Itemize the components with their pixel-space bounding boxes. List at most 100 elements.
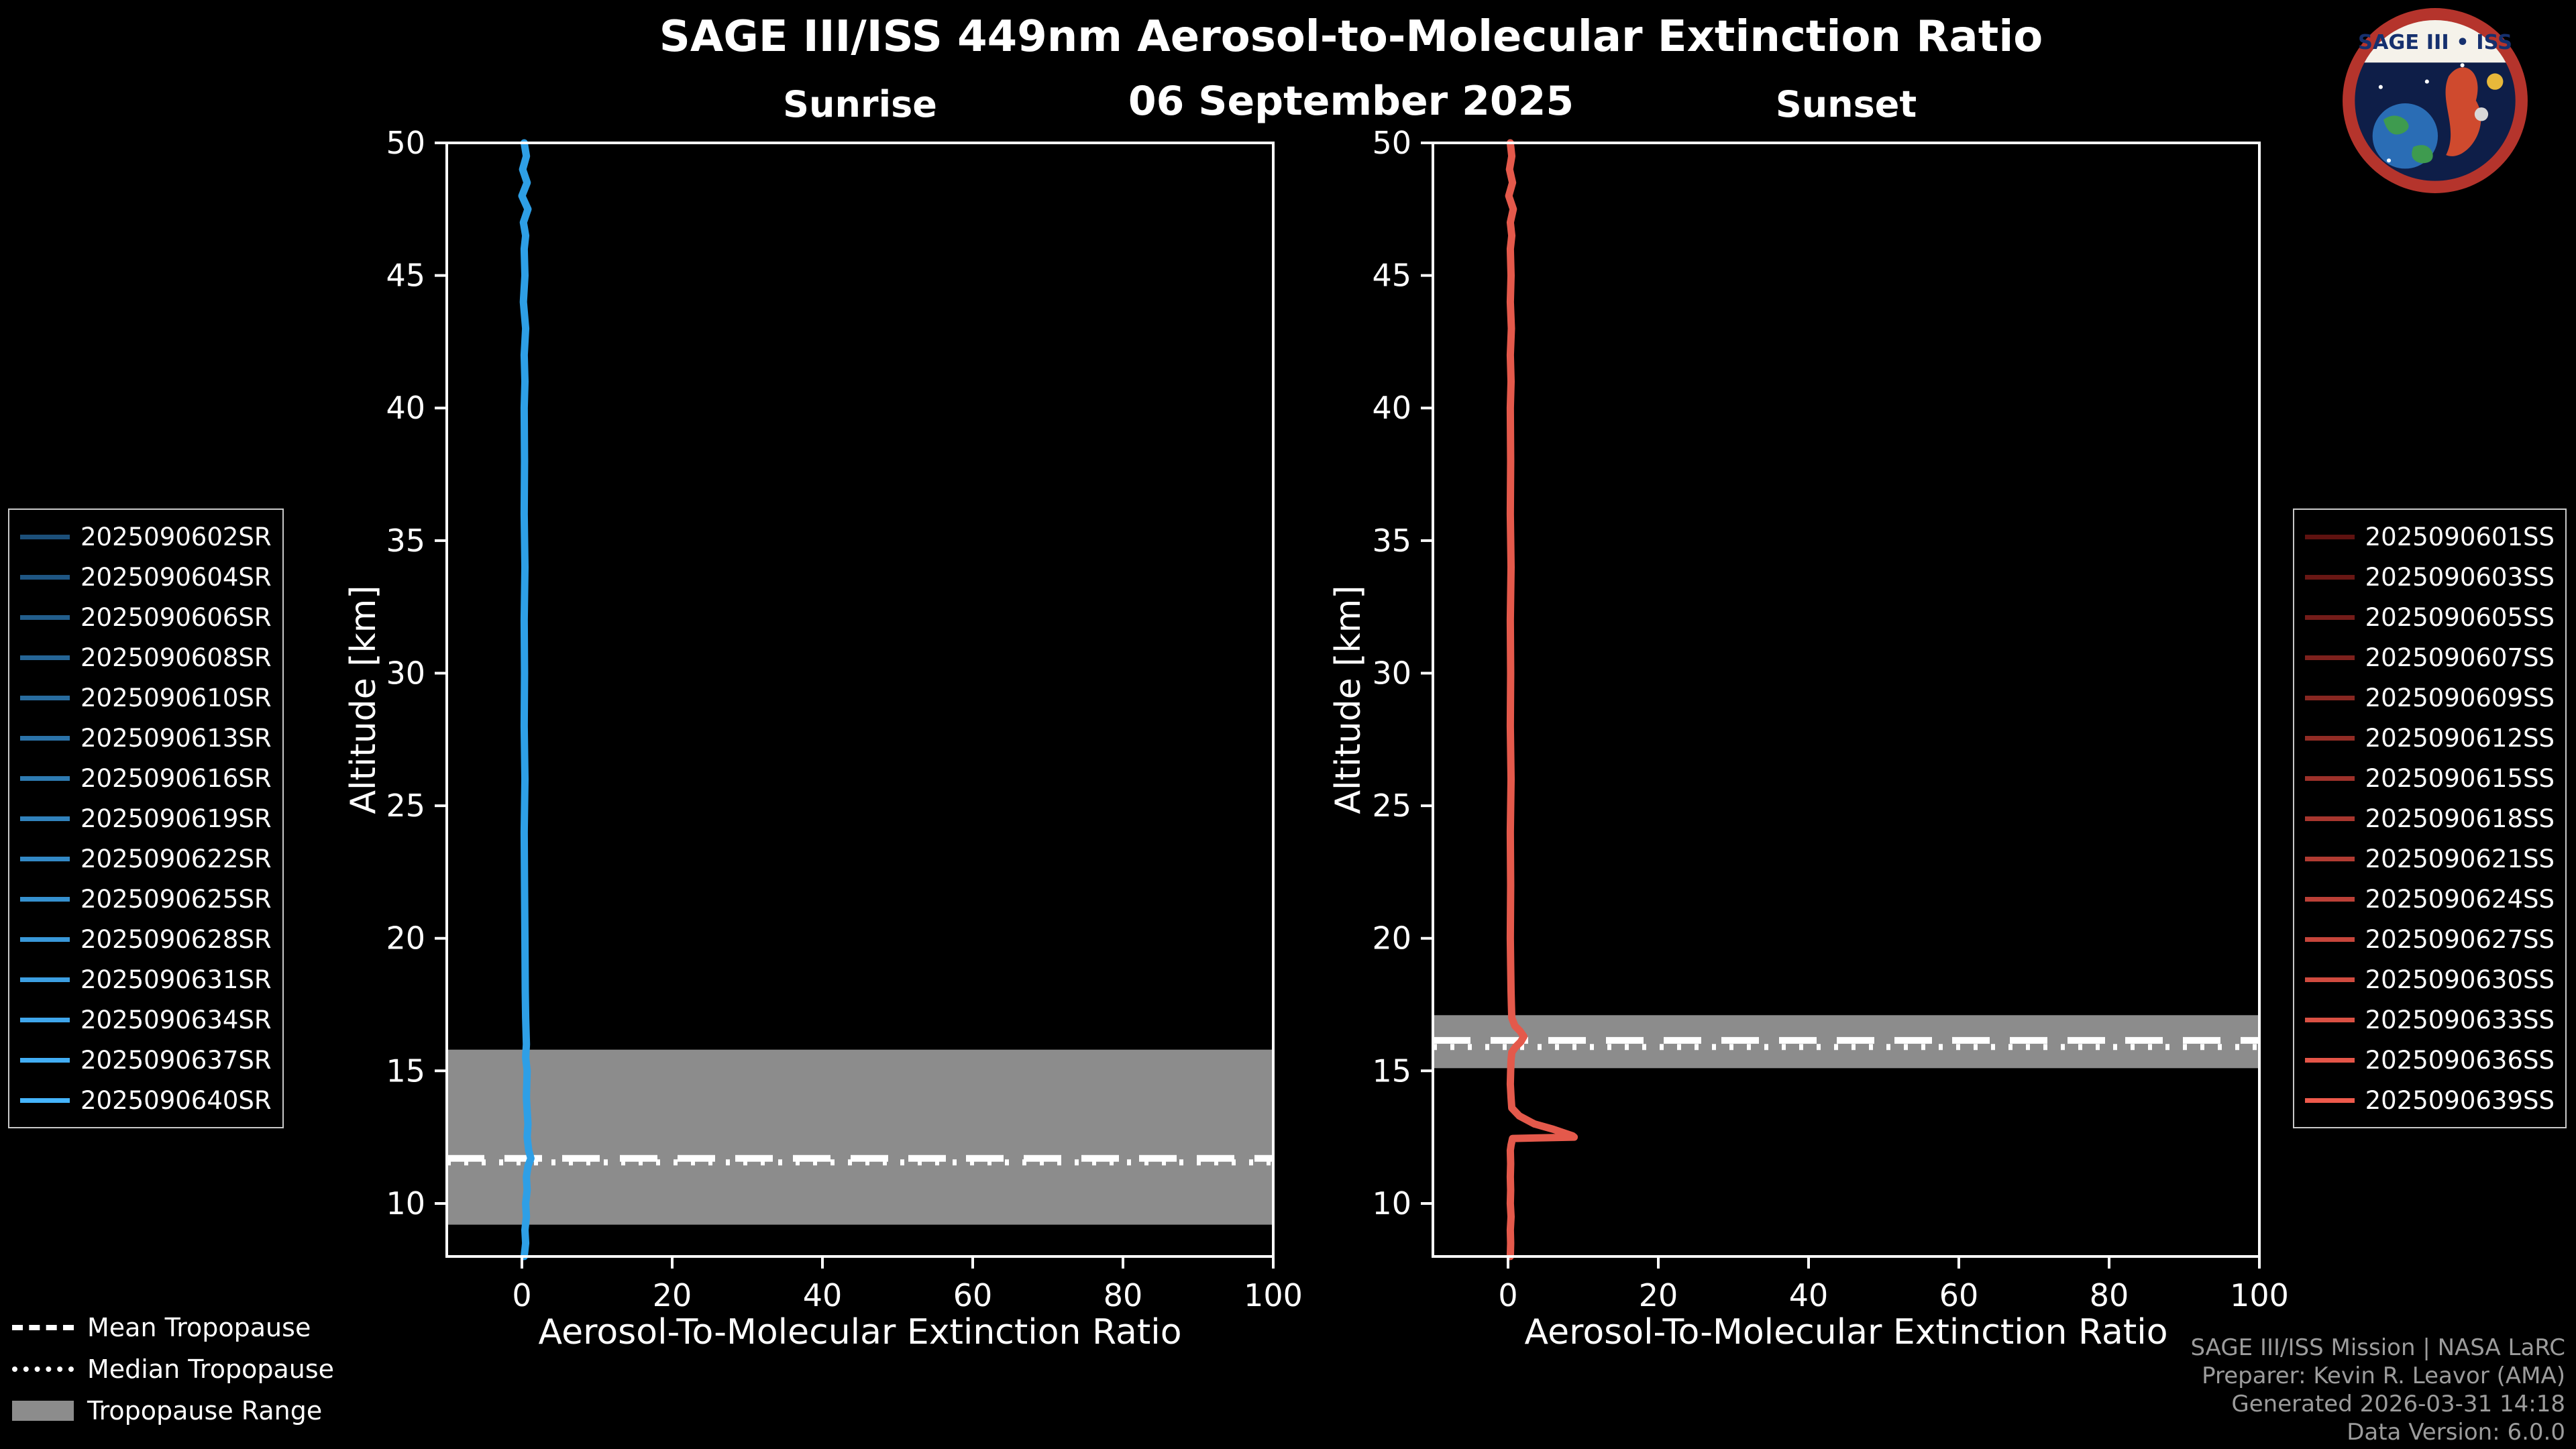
legend-item-median-tropopause: Median Tropopause xyxy=(12,1348,334,1390)
x-tick-label: 80 xyxy=(2090,1277,2129,1313)
dashed-line-swatch xyxy=(12,1325,74,1330)
sunrise-legend: 2025090602SR 2025090604SR 2025090606SR 2025… xyxy=(8,508,284,1128)
x-tick-label: 40 xyxy=(803,1277,843,1313)
profile-line xyxy=(1505,139,1578,1260)
x-tick-label: 20 xyxy=(653,1277,692,1313)
ylabel-sunset: Altitude [km] xyxy=(1328,585,1368,814)
legend-label: 2025090640SR xyxy=(80,1085,272,1115)
footer-line-generated: Generated 2026-03-31 14:18 xyxy=(2231,1391,2565,1417)
logo-top-band xyxy=(2364,20,2506,63)
legend-label: 2025090634SR xyxy=(80,1005,272,1034)
legend-line-swatch xyxy=(20,936,70,942)
legend-label: 2025090608SR xyxy=(80,643,272,672)
legend-item: 2025090625SR xyxy=(20,879,272,919)
legend-line-swatch xyxy=(20,816,70,821)
gray-patch-swatch xyxy=(12,1401,74,1421)
legend-line-swatch xyxy=(2304,1097,2355,1103)
legend-label: 2025090615SS xyxy=(2365,763,2555,793)
legend-label: 2025090616SR xyxy=(80,763,272,793)
sage-iii-iss-logo: SAGE III • ISS xyxy=(2340,5,2530,196)
legend-line-swatch xyxy=(2304,574,2355,580)
y-tick-label: 40 xyxy=(1372,390,1411,426)
y-tick-label: 45 xyxy=(1372,258,1411,294)
sunset-plot: 0 20 40 60 80 100 10 15 20 25 30 35 40 45 50 xyxy=(1372,125,2288,1313)
legend-item: 2025090637SR xyxy=(20,1040,272,1080)
legend-line-swatch xyxy=(2304,856,2355,861)
legend-item: 2025090606SR xyxy=(20,597,272,637)
legend-item: 2025090619SR xyxy=(20,798,272,839)
subtitle-sunrise: Sunrise xyxy=(783,83,937,125)
legend-line-swatch xyxy=(20,1057,70,1063)
footer-line-version: Data Version: 6.0.0 xyxy=(2347,1419,2565,1446)
legend-item: 2025090604SR xyxy=(20,557,272,597)
legend-label: 2025090630SS xyxy=(2365,965,2555,994)
logo-star-4 xyxy=(2386,158,2392,163)
xlabel-sunset: Aerosol-To-Molecular Extinction Ratio xyxy=(1524,1312,2168,1352)
logo-title: SAGE III • ISS xyxy=(2358,31,2512,54)
legend-line-swatch xyxy=(20,574,70,580)
legend-item: 2025090631SR xyxy=(20,959,272,1000)
x-tick-label: 80 xyxy=(1104,1277,1143,1313)
footer-credits: SAGE III/ISS Mission | NASA LaRC Prepare… xyxy=(2190,1334,2565,1446)
legend-label: 2025090637SR xyxy=(80,1045,272,1075)
legend-line-swatch xyxy=(2304,695,2355,700)
logo-earth-land-1 xyxy=(2383,115,2409,135)
y-tick-label: 50 xyxy=(1372,125,1411,161)
legend-label: 2025090631SR xyxy=(80,965,272,994)
legend-line-swatch xyxy=(2304,775,2355,781)
legend-item: 2025090607SS xyxy=(2304,637,2555,678)
logo-star-3 xyxy=(2460,63,2465,68)
x-tick-label: 0 xyxy=(1498,1277,1517,1313)
legend-line-swatch xyxy=(20,614,70,620)
logo-sun xyxy=(2487,73,2504,90)
legend-label: 2025090612SS xyxy=(2365,723,2555,753)
legend-line-swatch xyxy=(2304,1017,2355,1022)
legend-line-swatch xyxy=(20,896,70,902)
legend-label: 2025090636SS xyxy=(2365,1045,2555,1075)
legend-item: 2025090636SS xyxy=(2304,1040,2555,1080)
logo-star-2 xyxy=(2424,79,2429,84)
logo-sage-figure xyxy=(2445,67,2481,156)
legend-item: 2025090605SS xyxy=(2304,597,2555,637)
legend-line-swatch xyxy=(2304,534,2355,539)
y-tick-label: 35 xyxy=(1372,523,1411,559)
legend-item: 2025090630SS xyxy=(2304,959,2555,1000)
legend-label: Tropopause Range xyxy=(87,1396,323,1426)
legend-label: 2025090607SS xyxy=(2365,643,2555,672)
legend-line-swatch xyxy=(2304,896,2355,902)
legend-item: 2025090603SS xyxy=(2304,557,2555,597)
tropopause-legend: Mean Tropopause Median Tropopause Tropop… xyxy=(12,1307,334,1432)
legend-item: 2025090640SR xyxy=(20,1080,272,1120)
sunset-legend: 2025090601SS 2025090603SS 2025090605SS 2025… xyxy=(2292,508,2567,1128)
legend-line-swatch xyxy=(2304,936,2355,942)
legend-item: 2025090609SS xyxy=(2304,678,2555,718)
legend-item: 2025090601SS xyxy=(2304,517,2555,557)
subtitle-sunset: Sunset xyxy=(1775,83,1917,125)
legend-label: 2025090618SS xyxy=(2365,804,2555,833)
legend-item: 2025090633SS xyxy=(2304,1000,2555,1040)
legend-line-swatch xyxy=(20,977,70,982)
legend-item: 2025090613SR xyxy=(20,718,272,758)
legend-item: 2025090616SR xyxy=(20,758,272,798)
profile-line xyxy=(518,139,535,1260)
legend-label: 2025090621SS xyxy=(2365,844,2555,873)
legend-item: 2025090639SS xyxy=(2304,1080,2555,1120)
legend-item: 2025090610SR xyxy=(20,678,272,718)
legend-item: 2025090634SR xyxy=(20,1000,272,1040)
sunrise-plot: 0 20 40 60 80 100 10 15 20 25 30 35 40 45 50 xyxy=(386,125,1302,1313)
page-title: SAGE III/ISS 449nm Aerosol-to-Molecular … xyxy=(659,12,2043,62)
x-tick-label: 20 xyxy=(1639,1277,1678,1313)
legend-line-swatch xyxy=(2304,655,2355,660)
legend-line-swatch xyxy=(20,655,70,660)
legend-item: 2025090608SR xyxy=(20,637,272,678)
y-tick-label: 25 xyxy=(386,788,425,824)
y-tick-label: 10 xyxy=(1372,1185,1411,1222)
legend-item: 2025090615SS xyxy=(2304,758,2555,798)
legend-line-swatch xyxy=(2304,614,2355,620)
x-tick-label: 60 xyxy=(1939,1277,1979,1313)
y-tick-label: 30 xyxy=(1372,655,1411,692)
legend-item: 2025090621SS xyxy=(2304,839,2555,879)
legend-line-swatch xyxy=(20,695,70,700)
legend-line-swatch xyxy=(20,1097,70,1103)
y-tick-label: 10 xyxy=(386,1185,425,1222)
